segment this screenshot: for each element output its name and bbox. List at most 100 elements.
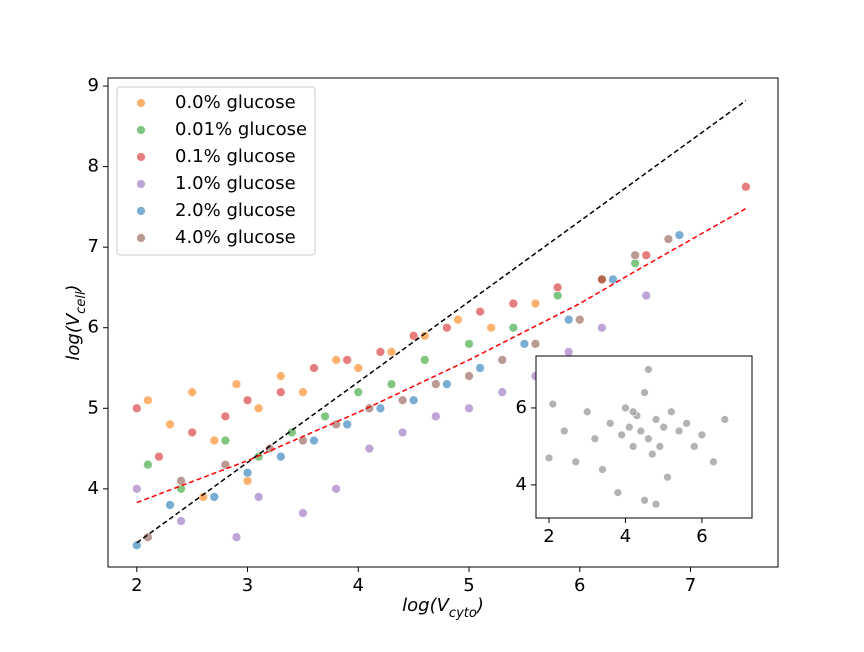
point [666, 407, 676, 417]
point [198, 492, 209, 502]
x-tick-label: 5 [463, 575, 474, 596]
point [559, 426, 569, 436]
point [143, 459, 153, 470]
point [644, 434, 653, 444]
point [419, 330, 430, 341]
legend-marker [136, 125, 146, 135]
point [464, 338, 474, 349]
point [375, 347, 386, 357]
point [364, 403, 375, 414]
axis-label-part: log(V [63, 312, 84, 360]
point [353, 387, 364, 398]
point [386, 379, 397, 389]
point [659, 422, 669, 432]
point [176, 484, 186, 494]
x-tick-label: 4 [620, 526, 631, 547]
axis-label-part: cell [74, 291, 89, 314]
point [275, 451, 286, 462]
legend-label: 0.1% glucose [175, 146, 296, 167]
point [530, 338, 541, 349]
point [408, 395, 419, 406]
point [464, 403, 474, 414]
point [275, 371, 286, 381]
point [386, 347, 397, 357]
point [605, 418, 615, 428]
point [187, 387, 198, 398]
point [353, 363, 364, 373]
point [519, 338, 530, 349]
point [628, 442, 638, 451]
point [143, 395, 153, 406]
point [220, 411, 231, 422]
point [597, 322, 607, 333]
point [453, 314, 463, 325]
x-tick-label: 4 [353, 575, 364, 596]
point [320, 411, 330, 422]
legend-marker [136, 152, 146, 162]
point [231, 379, 242, 389]
point [663, 472, 672, 482]
point [187, 427, 198, 438]
plot-area [535, 355, 753, 519]
point [497, 355, 508, 365]
point [342, 419, 353, 430]
axis-label-part: ) [63, 284, 84, 293]
point [582, 407, 592, 417]
x-tick-label: 2 [543, 526, 554, 547]
x-tick-label: 6 [574, 575, 585, 596]
point [408, 330, 419, 341]
y-tick-label: 7 [88, 236, 99, 257]
legend-box [116, 86, 316, 256]
point [176, 516, 186, 526]
point [298, 387, 308, 398]
point [442, 379, 452, 389]
axis-label: log(Vcyto) [402, 595, 484, 621]
point [628, 407, 638, 417]
point [298, 508, 308, 518]
point [621, 403, 630, 413]
axis-label-part: cyto [449, 606, 477, 621]
point [682, 418, 691, 428]
point [397, 427, 408, 438]
point [741, 181, 751, 192]
point [242, 467, 253, 478]
point [275, 387, 286, 398]
point [397, 395, 408, 406]
point [563, 314, 574, 325]
legend-label: 0.01% glucose [175, 119, 307, 140]
point [309, 435, 319, 446]
point [544, 453, 554, 463]
point [508, 298, 519, 309]
point [636, 426, 646, 436]
point [430, 411, 441, 422]
point [242, 475, 253, 486]
point [647, 449, 657, 459]
x-tick-label: 3 [242, 575, 253, 596]
point [475, 306, 485, 317]
point [563, 347, 574, 357]
point [220, 459, 231, 470]
point [286, 427, 297, 438]
point [613, 488, 623, 497]
legend-marker [136, 179, 146, 189]
point [165, 419, 175, 430]
point [475, 363, 485, 373]
point [176, 475, 186, 486]
x-tick-label: 7 [685, 575, 696, 596]
point [571, 457, 581, 467]
point [331, 355, 341, 365]
legend-marker [136, 233, 146, 243]
point [331, 484, 341, 494]
point [253, 403, 264, 414]
legend-marker [136, 206, 146, 216]
point [209, 435, 220, 446]
point [253, 492, 264, 502]
legend-label: 4.0% glucose [175, 227, 296, 248]
axis-label-part: log(V [402, 595, 450, 616]
point [720, 415, 730, 424]
point [640, 495, 649, 505]
y-tick-label: 6 [516, 397, 527, 418]
point [131, 484, 142, 494]
point [590, 434, 600, 444]
